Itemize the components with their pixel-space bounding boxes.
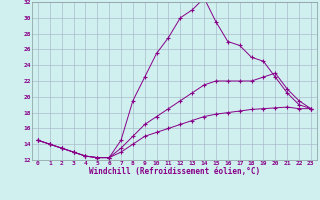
X-axis label: Windchill (Refroidissement éolien,°C): Windchill (Refroidissement éolien,°C) xyxy=(89,167,260,176)
